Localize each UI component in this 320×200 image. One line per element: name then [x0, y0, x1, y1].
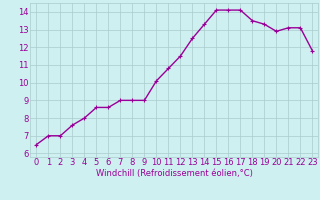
X-axis label: Windchill (Refroidissement éolien,°C): Windchill (Refroidissement éolien,°C) — [96, 169, 253, 178]
